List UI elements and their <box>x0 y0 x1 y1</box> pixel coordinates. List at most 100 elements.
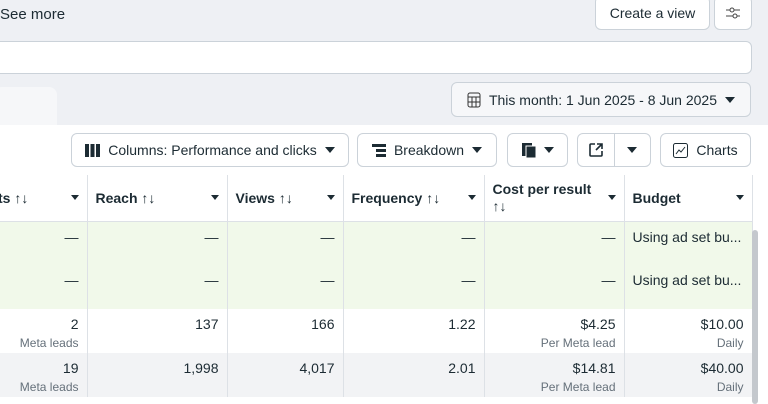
col-label: Reach ↑↓ <box>95 189 156 206</box>
columns-icon <box>85 143 101 157</box>
cell-budget: Using ad set bu... <box>624 221 753 265</box>
cell-value: 2 <box>70 316 79 332</box>
col-label: Frequency ↑↓ <box>351 189 441 206</box>
reports-icon <box>521 142 536 158</box>
cell-subtext: Meta leads <box>19 336 79 350</box>
cell-value: $10.00 <box>700 316 744 332</box>
cell-reach: 1,998 <box>87 353 228 397</box>
cell-value: — <box>601 272 616 288</box>
cell-frequency: 1.22 <box>343 309 485 353</box>
cell-value: 4,017 <box>299 360 335 376</box>
cell-value: $4.25 <box>580 316 616 332</box>
cell-value: — <box>320 228 335 245</box>
vertical-scrollbar[interactable] <box>752 230 758 404</box>
col-header-cost-per-result[interactable]: Cost per result ↑↓ <box>484 175 625 222</box>
cell-value: 137 <box>195 316 219 332</box>
search-input[interactable] <box>0 41 752 74</box>
cell-results: 19 Meta leads <box>0 353 88 397</box>
table-row[interactable]: — — — — — Using ad set bu... <box>0 265 753 309</box>
col-header-reach[interactable]: Reach ↑↓ <box>87 175 228 222</box>
cell-value: $14.81 <box>572 360 616 376</box>
cell-subtext: Daily <box>716 380 744 394</box>
col-header-views[interactable]: Views ↑↓ <box>227 175 344 222</box>
chevron-down-icon <box>324 147 335 153</box>
create-view-label: Create a view <box>609 5 696 21</box>
export-icon <box>588 143 603 157</box>
col-label: ts ↑↓ <box>0 189 29 206</box>
cell-value: 166 <box>311 316 335 332</box>
cell-views: 166 <box>227 309 344 353</box>
cell-value: 2.01 <box>448 360 476 376</box>
export-menu-button[interactable] <box>615 147 651 153</box>
chart-icon <box>673 142 689 158</box>
col-label: Views ↑↓ <box>235 189 293 206</box>
cell-budget: Using ad set bu... <box>624 265 753 309</box>
col-header-results[interactable]: ts ↑↓ <box>0 175 88 222</box>
breakdown-label: Breakdown <box>393 142 465 158</box>
col-label: Budget <box>632 189 681 206</box>
sliders-icon <box>726 7 740 19</box>
cell-subtext: Per Meta lead <box>540 380 616 394</box>
cell-budget: $10.00 Daily <box>624 309 753 353</box>
cell-value: — <box>320 272 335 288</box>
chevron-down-icon <box>543 147 554 153</box>
cell-value: — <box>204 272 219 288</box>
export-split-button[interactable] <box>577 133 651 167</box>
columns-label: Columns: Performance and clicks <box>108 142 317 158</box>
table-row[interactable]: 2 Meta leads 137 166 1.22 $4.25 Per Meta lead $… <box>0 309 753 353</box>
chevron-down-icon <box>472 147 483 153</box>
cell-views: — <box>227 265 344 309</box>
cell-value: — <box>461 228 476 245</box>
tab-active[interactable] <box>0 87 57 127</box>
cell-value: 1,998 <box>183 360 219 376</box>
cell-value: Using ad set bu... <box>632 272 742 288</box>
cell-subtext: Meta leads <box>19 380 79 394</box>
campaign-table: ts ↑↓ Reach ↑↓ Views ↑↓ Frequency ↑↓ Cos… <box>0 175 753 397</box>
cell-value: — <box>64 228 79 245</box>
cell-reach: — <box>87 265 228 309</box>
cell-subtext: Daily <box>716 336 744 350</box>
cell-cost: — <box>484 265 625 309</box>
table-row[interactable]: 19 Meta leads 1,998 4,017 2.01 $14.81 Per Meta… <box>0 353 753 397</box>
date-range-picker[interactable]: This month: 1 Jun 2025 - 8 Jun 2025 <box>451 82 751 117</box>
cell-reach: 137 <box>87 309 228 353</box>
cell-views: — <box>227 221 344 265</box>
settings-sliders-button[interactable] <box>714 0 752 30</box>
col-header-budget[interactable]: Budget <box>624 175 753 222</box>
cell-subtext: Per Meta lead <box>540 336 616 350</box>
cell-value: $40.00 <box>700 360 744 376</box>
create-view-button[interactable]: Create a view <box>595 0 710 30</box>
cell-cost: $14.81 Per Meta lead <box>484 353 625 397</box>
columns-dropdown[interactable]: Columns: Performance and clicks <box>71 133 349 167</box>
see-more-link[interactable]: See more <box>0 6 66 23</box>
cell-value: — <box>204 228 219 245</box>
cell-value: 19 <box>62 360 79 376</box>
col-label: Cost per result ↑↓ <box>492 180 592 214</box>
cell-value: Using ad set bu... <box>632 228 742 245</box>
cell-reach: — <box>87 221 228 265</box>
col-header-frequency[interactable]: Frequency ↑↓ <box>343 175 485 222</box>
export-button[interactable] <box>578 134 615 166</box>
cell-results: 2 Meta leads <box>0 309 88 353</box>
charts-button[interactable]: Charts <box>660 133 751 167</box>
cell-frequency: — <box>343 221 485 265</box>
cell-results: — <box>0 265 88 309</box>
cell-cost: $4.25 Per Meta lead <box>484 309 625 353</box>
cell-value: — <box>601 228 616 245</box>
chevron-down-icon <box>725 96 736 103</box>
cell-value: — <box>64 272 79 288</box>
breakdown-icon <box>371 143 386 157</box>
cell-results: — <box>0 221 88 265</box>
table-row[interactable]: — — — — — Using ad set bu... <box>0 221 753 265</box>
date-range-label: This month: 1 Jun 2025 - 8 Jun 2025 <box>488 91 718 108</box>
cell-cost: — <box>484 221 625 265</box>
cell-frequency: 2.01 <box>343 353 485 397</box>
cell-value: — <box>461 272 476 288</box>
charts-label: Charts <box>696 142 738 158</box>
table-header-row: ts ↑↓ Reach ↑↓ Views ↑↓ Frequency ↑↓ Cos… <box>0 175 753 222</box>
chevron-down-icon <box>627 147 638 153</box>
cell-views: 4,017 <box>227 353 344 397</box>
cell-budget: $40.00 Daily <box>624 353 753 397</box>
reports-dropdown[interactable] <box>507 133 568 167</box>
breakdown-dropdown[interactable]: Breakdown <box>357 133 497 167</box>
